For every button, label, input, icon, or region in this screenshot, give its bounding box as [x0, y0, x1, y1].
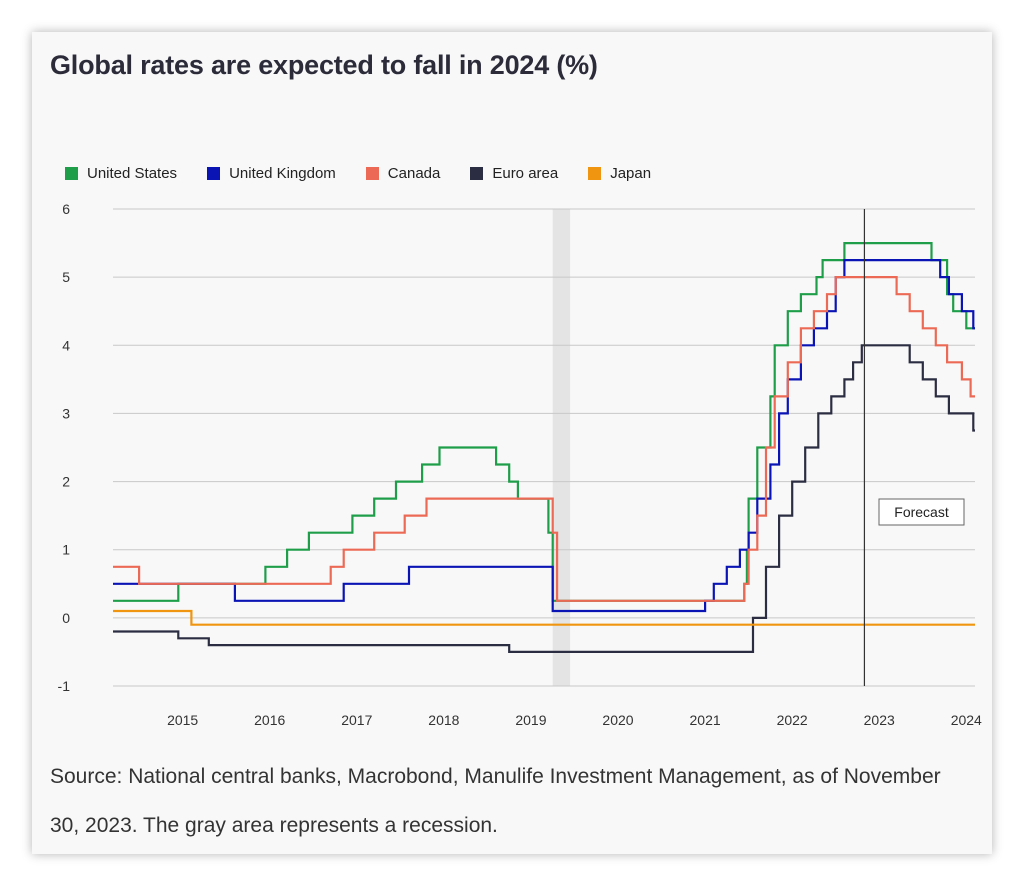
- legend-label: Euro area: [492, 165, 559, 182]
- y-tick-label: 1: [62, 542, 70, 558]
- legend-label: Japan: [610, 165, 652, 182]
- legend-item-united-states: United States: [65, 165, 177, 182]
- y-tick-label: 4: [62, 337, 70, 353]
- legend-label: Canada: [387, 165, 441, 182]
- forecast-box: [878, 498, 965, 526]
- legend-label: United States: [87, 165, 178, 182]
- x-tick-label: 2023: [864, 712, 895, 728]
- series-line-euro-area: [113, 344, 975, 653]
- legend-label: United Kingdom: [229, 165, 336, 182]
- series-line-canada: [113, 276, 975, 602]
- legend-item-japan: Japan: [588, 165, 651, 182]
- y-tick-label: 3: [62, 405, 70, 421]
- legend-swatch: [207, 167, 221, 180]
- series-line-united-kingdom: [113, 259, 975, 613]
- legend-item-canada: Canada: [365, 165, 441, 182]
- x-tick-label: 2020: [602, 712, 633, 728]
- x-tick-label: 2022: [777, 712, 808, 728]
- legend-swatch: [588, 167, 602, 180]
- y-tick-label: 2: [62, 474, 70, 490]
- chart-legend: United States United Kingdom Canada Euro ar…: [65, 165, 651, 182]
- x-tick-label: 2019: [515, 712, 546, 728]
- x-tick-label: 2018: [428, 712, 459, 728]
- chart-title: Global rates are expected to fall in 202…: [50, 50, 598, 80]
- source-note: Source: National central banks, Macrobon…: [50, 765, 941, 837]
- legend-item-euro-area: Euro area: [470, 165, 558, 182]
- line-chart: 6 5 4 3 2 1 0 -1 2015 2016 2017 2018 2019 2020 2021 202…: [58, 201, 983, 728]
- y-tick-label: 0: [62, 610, 70, 626]
- legend-swatch: [470, 167, 484, 180]
- chart-card: Global rates are expected to fall in 202…: [32, 32, 992, 854]
- series-line-united-states: [113, 242, 975, 602]
- x-tick-label: 2016: [254, 712, 285, 728]
- x-tick-label: 2021: [690, 712, 721, 728]
- series-line-japan: [113, 609, 975, 626]
- x-tick-label: 2024: [951, 712, 982, 728]
- forecast-label: Forecast: [894, 504, 949, 520]
- legend-swatch: [65, 167, 78, 180]
- legend-item-united-kingdom: United Kingdom: [207, 165, 336, 182]
- y-tick-label: -1: [58, 678, 71, 694]
- y-tick-label: 6: [62, 201, 70, 217]
- recession-band: [552, 209, 571, 686]
- x-tick-label: 2017: [341, 712, 372, 728]
- y-tick-label: 5: [62, 269, 70, 285]
- x-tick-label: 2015: [167, 712, 198, 728]
- legend-swatch: [365, 167, 379, 180]
